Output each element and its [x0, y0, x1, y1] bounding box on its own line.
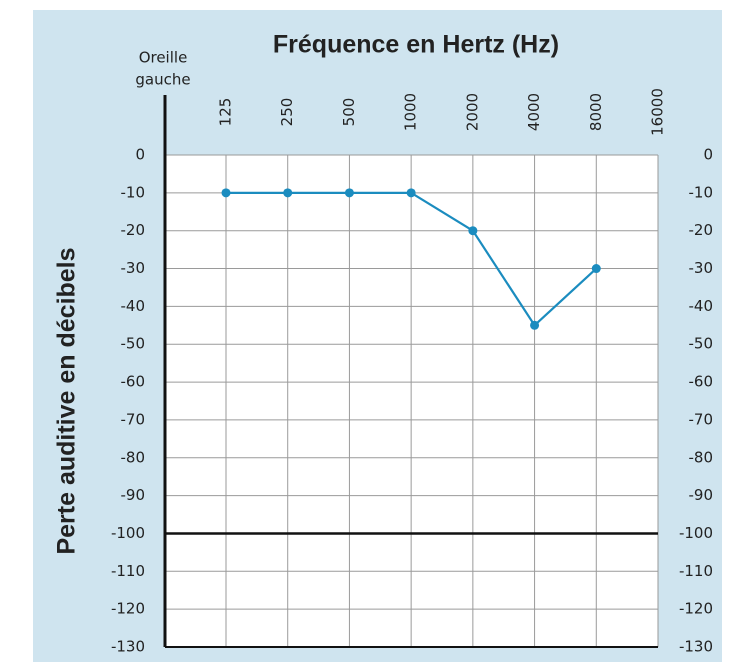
x-tick-label: 8000: [587, 93, 605, 131]
y2-tick-label: 0: [703, 146, 713, 164]
y2-tick-label: -40: [689, 297, 714, 315]
x-tick-label: 125: [217, 98, 235, 127]
y2-tick-label: -130: [679, 638, 713, 656]
y-tick-label: -110: [111, 562, 145, 580]
x-tick-label: 500: [340, 98, 358, 127]
y2-tick-label: -120: [679, 600, 713, 618]
y2-tick-label: -10: [689, 183, 714, 201]
corner-label: gauche: [135, 71, 190, 89]
y-tick-label: 0: [135, 146, 145, 164]
data-point: [591, 264, 601, 274]
y-tick-label: -10: [121, 183, 146, 201]
x-tick-label: 1000: [402, 93, 420, 131]
data-point: [221, 188, 231, 198]
data-point: [344, 188, 354, 198]
y-tick-label: -60: [121, 373, 146, 391]
x-tick-label: 4000: [525, 93, 543, 131]
y-tick-label: -120: [111, 600, 145, 618]
y2-tick-label: -110: [679, 562, 713, 580]
y2-tick-label: -80: [689, 448, 714, 466]
data-point: [468, 226, 478, 236]
y2-tick-label: -20: [689, 221, 714, 239]
y-tick-label: -90: [121, 486, 146, 504]
data-point: [530, 320, 540, 330]
y2-tick-label: -70: [689, 410, 714, 428]
x-tick-label: 250: [278, 98, 296, 127]
y2-tick-label: -50: [689, 335, 714, 353]
y-tick-label: -70: [121, 410, 146, 428]
corner-label: Oreille: [139, 49, 188, 67]
chart-title: Fréquence en Hertz (Hz): [273, 31, 559, 59]
x-tick-label: 2000: [463, 93, 481, 131]
y-tick-label: -40: [121, 297, 146, 315]
y-tick-label: -80: [121, 448, 146, 466]
y2-tick-label: -60: [689, 373, 714, 391]
y-tick-label: -50: [121, 335, 146, 353]
data-point: [283, 188, 293, 198]
data-point: [406, 188, 416, 198]
y-tick-label: -130: [111, 638, 145, 656]
x-tick-label: 16000: [649, 88, 667, 136]
y2-tick-label: -30: [689, 259, 714, 277]
y-tick-label: -100: [111, 524, 145, 542]
y-tick-label: -20: [121, 221, 146, 239]
y2-tick-label: -100: [679, 524, 713, 542]
y-tick-label: -30: [121, 259, 146, 277]
y2-tick-label: -90: [689, 486, 714, 504]
y-axis-label: Perte auditive en décibels: [53, 247, 81, 554]
